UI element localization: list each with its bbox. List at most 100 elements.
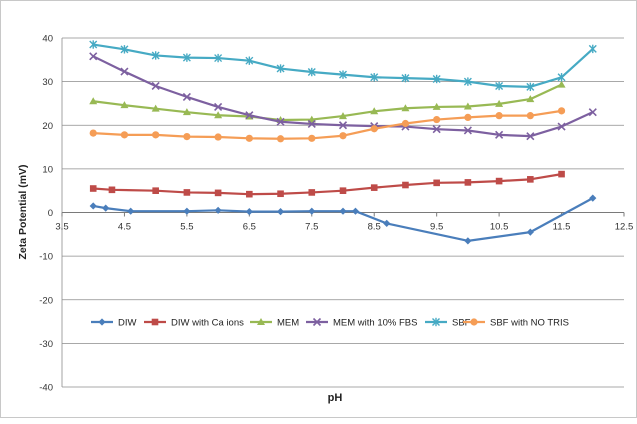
data-point [151,51,160,60]
data-point [433,115,441,124]
data-point [152,131,160,139]
data-point [120,45,129,54]
x-tick-label: 8.5 [368,222,381,233]
legend-item: SBF [425,318,471,329]
data-point [182,53,191,62]
data-point [432,125,441,134]
data-point [120,101,129,109]
legend-marker [98,318,106,326]
data-point [245,111,254,120]
data-point [89,129,97,137]
legend-marker [312,317,322,327]
data-point [351,207,360,215]
data-point [277,190,284,198]
x-tick-label: 9.5 [430,222,443,233]
data-point [526,112,534,120]
data-point [89,97,98,105]
data-point [558,170,565,178]
data-point [152,187,159,194]
data-point [214,189,222,197]
y-axis-ticks: 40 30 20 10 0 -10 -20 -30 -40 [39,34,53,394]
legend-item: MEM [250,318,299,329]
x-tick-label: 11.5 [553,222,571,233]
data-point [463,77,472,86]
data-point [214,102,223,111]
data-point [588,44,597,54]
series-3 [89,52,597,141]
data-point [339,112,347,120]
series-2 [89,80,566,124]
legend-item: MEM with 10% FBS [306,318,417,329]
y-tick-label: 30 [42,77,53,88]
data-point [557,73,566,82]
series-line [93,43,594,88]
data-point [308,189,316,196]
data-point [402,181,409,189]
data-point [89,52,98,61]
data-point [557,107,566,115]
data-point [526,95,535,103]
x-tick-label: 4.5 [118,222,131,233]
legend-label: MEM [277,318,299,329]
data-point [383,219,391,228]
y-tick-label: -20 [39,295,53,306]
data-point [308,134,316,142]
x-tick-label: 12.5 [615,222,634,233]
data-point [401,119,410,128]
data-point [102,204,110,212]
data-point [526,228,534,236]
x-axis: 3.5 4.5 5.5 6.5 7.5 8.5 9.5 10.5 11.5 12.5 [55,212,634,233]
x-tick-label: 10.5 [490,222,509,233]
data-point [183,189,191,196]
data-point [245,134,253,142]
data-point [182,108,191,116]
data-point [245,208,253,216]
data-point [120,67,129,76]
data-point [214,111,223,119]
y-tick-label: -40 [39,383,53,394]
data-point [495,112,503,120]
data-point [495,99,504,107]
y-axis-label: Zeta Potential (mV) [17,164,29,259]
data-point [276,117,285,126]
series-line [93,173,562,196]
data-point [246,190,253,198]
data-point [308,207,316,215]
data-point [89,202,97,210]
data-point [464,113,472,121]
y-tick-label: -30 [39,339,53,350]
data-point [370,73,379,82]
legend-item: SBF with NO TRIS [463,318,569,329]
data-point [89,40,98,49]
data-point [495,130,504,139]
data-point [339,207,347,215]
series-line [93,83,563,122]
data-point [120,131,129,139]
x-tick-label: 5.5 [180,222,193,233]
data-point [127,207,135,215]
data-point [463,126,472,135]
y-tick-label: -10 [39,252,53,263]
data-point [495,81,504,91]
data-point [432,102,441,110]
data-point [464,237,472,245]
data-point [276,64,285,73]
data-point [307,119,316,129]
data-point [370,107,379,115]
legend-marker [151,318,159,326]
data-point [557,122,566,131]
data-point [276,135,285,143]
legend-label: SBF with NO TRIS [490,318,569,329]
legend-marker [432,317,440,327]
data-point [183,132,191,141]
data-point [495,177,503,185]
data-point [182,92,191,101]
y-tick-label: 20 [42,121,53,132]
y-tick-label: 40 [42,34,53,45]
legend-item: DIW [91,318,137,329]
data-point [370,184,378,191]
data-point [307,67,316,77]
legend: DIW DIW with Ca ions MEM MEM with 10% FBS SB… [91,318,569,329]
data-point [89,185,97,192]
